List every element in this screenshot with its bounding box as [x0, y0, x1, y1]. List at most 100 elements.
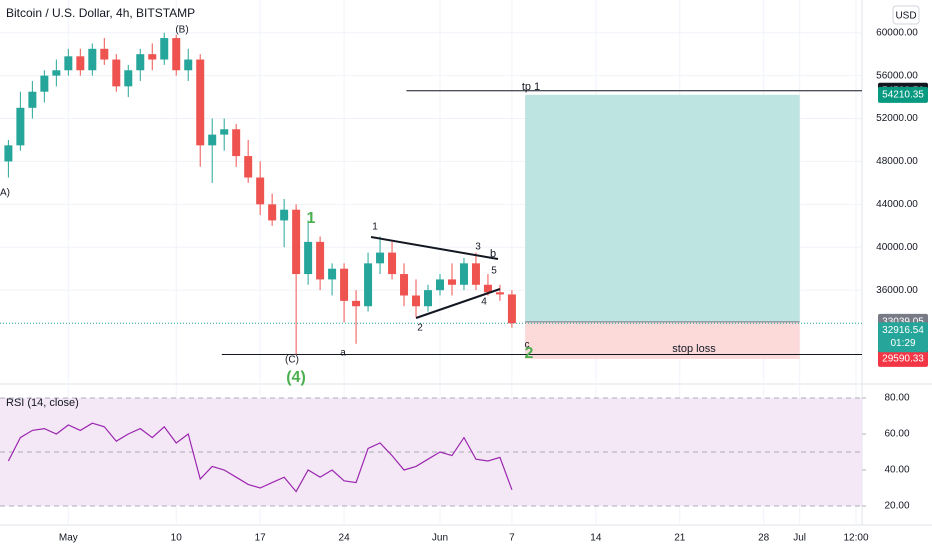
- rsi-band: [0, 398, 862, 506]
- x-tick-label: May: [59, 533, 78, 544]
- triangle-upper: [370, 236, 499, 260]
- annotation: (4): [286, 369, 306, 386]
- candle-body: [340, 268, 349, 301]
- currency-box[interactable]: [892, 5, 920, 25]
- candle-body: [256, 177, 265, 205]
- rsi-tick-label: 80.00: [884, 393, 909, 404]
- y-tick-label: 44000.00: [876, 199, 918, 210]
- candle-body: [112, 59, 121, 87]
- annotation: 3: [475, 242, 481, 253]
- candle-body: [208, 134, 217, 146]
- x-tick-label: 28: [758, 533, 770, 544]
- candle-body: [220, 129, 229, 135]
- candle-body: [352, 300, 361, 307]
- candle-body: [400, 274, 409, 296]
- chart-title: Bitcoin / U.S. Dollar, 4h, BITSTAMP: [6, 6, 195, 20]
- x-tick-label: Jul: [793, 533, 806, 544]
- price-tag: [878, 350, 928, 367]
- candle-body: [136, 54, 145, 71]
- candle-body: [52, 70, 61, 76]
- rsi-tick-label: 40.00: [884, 465, 909, 476]
- candle-body: [292, 209, 301, 275]
- annotation: 5: [491, 266, 497, 277]
- y-tick-label: 48000.00: [876, 156, 918, 167]
- rsi-line: [7, 422, 513, 493]
- candle-body: [376, 252, 385, 264]
- candle-body: [483, 284, 492, 293]
- currency[interactable]: USD: [895, 11, 916, 22]
- rsi-tick-label: 60.00: [884, 429, 909, 440]
- candle-body: [388, 252, 397, 275]
- candle-body: [196, 59, 205, 146]
- candle-body: [435, 279, 444, 291]
- annotation: 1: [372, 222, 378, 233]
- x-tick-label: 17: [255, 533, 267, 544]
- candle-body: [4, 145, 13, 162]
- annotation: (C): [285, 355, 299, 366]
- rsi-title: RSI (14, close): [6, 397, 79, 409]
- annotation: c: [525, 340, 530, 351]
- x-tick-label: 12:00: [843, 533, 868, 544]
- candle-body: [160, 38, 169, 60]
- candle-body: [412, 295, 421, 307]
- annotation: A): [0, 188, 10, 199]
- candle-body: [100, 48, 109, 60]
- price-tag-label: 33039.05: [882, 317, 924, 328]
- annotation: 2: [417, 323, 423, 334]
- candle-body: [268, 204, 277, 221]
- candle-body: [244, 156, 253, 178]
- x-tick-label: 10: [171, 533, 183, 544]
- current-tag-label: 32916.54: [882, 325, 924, 336]
- candle-body: [28, 91, 37, 108]
- candle-body: [316, 241, 325, 280]
- rsi-tick-label: 20.00: [884, 501, 909, 512]
- candle-body: [184, 59, 193, 71]
- price-tag: [878, 86, 928, 103]
- x-tick-label: 21: [674, 533, 686, 544]
- annotation: b: [490, 248, 496, 260]
- wave-lines: [370, 236, 501, 319]
- candle-body: [507, 294, 516, 324]
- stop-zone: [525, 321, 800, 359]
- current-tag: [878, 322, 928, 353]
- price-tag-label: 29590.33: [882, 354, 924, 365]
- x-tick-label: Jun: [432, 533, 448, 544]
- candle-body: [148, 54, 157, 60]
- candle-body: [40, 75, 49, 92]
- candle-body: [280, 209, 289, 221]
- x-tick-label: 24: [339, 533, 351, 544]
- candle-body: [16, 107, 25, 146]
- annotation: stop loss: [672, 343, 716, 355]
- candle-body: [459, 263, 468, 285]
- annotation: a: [340, 348, 346, 359]
- triangle-lower: [415, 288, 501, 319]
- candle-body: [64, 56, 73, 71]
- annotation: tp 1: [522, 81, 540, 93]
- y-tick-label: 52000.00: [876, 113, 918, 124]
- countdown: 01:29: [890, 338, 915, 349]
- candle-body: [424, 290, 433, 307]
- annotation: 1: [307, 210, 316, 227]
- target-zone: [525, 94, 800, 322]
- price-tag-label: 54210.35: [882, 89, 924, 100]
- candle-body: [232, 129, 241, 157]
- candle-body: [124, 70, 133, 87]
- candle-body: [328, 268, 337, 280]
- y-tick-label: 56000.00: [876, 70, 918, 81]
- y-tick-label: 60000.00: [876, 27, 918, 38]
- annotation: 2: [525, 345, 534, 362]
- x-tick-label: 14: [590, 533, 602, 544]
- candle-body: [304, 241, 313, 275]
- candle-body: [172, 38, 181, 71]
- candle-body: [76, 56, 85, 71]
- candle-body: [447, 279, 456, 285]
- annotation: 4: [481, 297, 487, 308]
- y-tick-label: 40000.00: [876, 242, 918, 253]
- candle-body: [471, 263, 480, 285]
- x-tick-label: 7: [509, 533, 515, 544]
- candle-body: [364, 263, 373, 307]
- candle-body: [495, 292, 504, 295]
- y-tick-label: 36000.00: [876, 285, 918, 296]
- candle-body: [88, 48, 97, 71]
